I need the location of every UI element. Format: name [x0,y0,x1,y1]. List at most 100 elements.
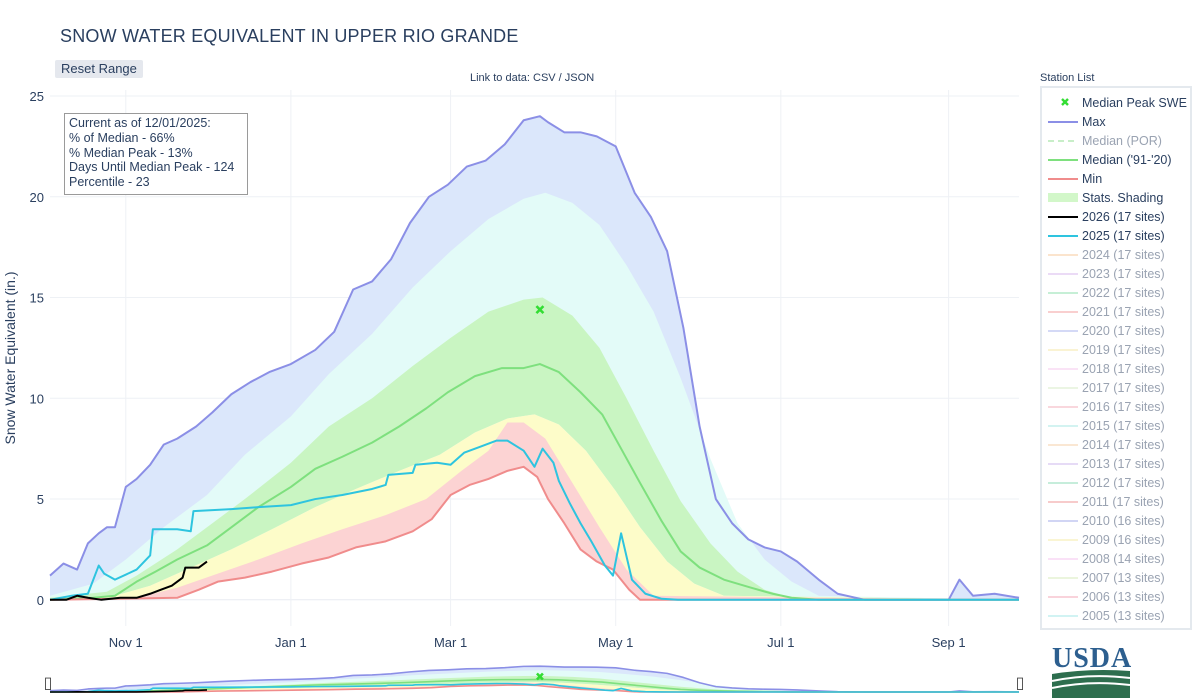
legend-label: 2012 (17 sites) [1082,476,1165,490]
legend-item[interactable]: 2011 (17 sites) [1042,493,1192,512]
legend-label: Min [1082,172,1103,186]
series-line-median[interactable] [49,678,1019,693]
data-links: Link to data: CSV / JSON [470,72,594,84]
legend: Median Peak SWE Max Median (POR) Median ('9… [1040,86,1192,630]
legend-item[interactable]: 2025 (17 sites) [1042,227,1192,246]
legend-label: 2022 (17 sites) [1082,286,1165,300]
legend-item[interactable]: 2017 (17 sites) [1042,379,1192,398]
legend-item[interactable]: 2024 (17 sites) [1042,246,1192,265]
usda-logo-text: USDA [1052,643,1132,674]
legend-swatch [1048,235,1078,237]
usda-logo: USDA [1051,643,1132,698]
legend-swatch [1048,349,1078,351]
json-link[interactable]: JSON [564,72,595,84]
x-tick-label: Jan 1 [275,635,307,650]
legend-swatch [1048,140,1078,142]
legend-label: 2015 (17 sites) [1082,419,1165,433]
legend-item[interactable]: 2020 (17 sites) [1042,322,1192,341]
range-navigator[interactable]: ▯ ▯ [44,662,1025,694]
legend-item[interactable]: 2014 (17 sites) [1042,436,1192,455]
legend-item[interactable]: 2008 (14 sites) [1042,550,1192,569]
legend-item[interactable]: 2009 (16 sites) [1042,531,1192,550]
legend-item[interactable]: Median (POR) [1042,132,1192,151]
legend-swatch [1048,368,1078,370]
legend-item[interactable]: 2018 (17 sites) [1042,360,1192,379]
legend-item[interactable]: 2022 (17 sites) [1042,284,1192,303]
shading-middle [50,297,1019,600]
series-line-2025[interactable] [49,439,1019,601]
legend-swatch [1048,159,1078,161]
legend-swatch [1048,444,1078,446]
current-conditions-box: Current as of 12/01/2025:% of Median - 6… [64,113,248,195]
legend-item[interactable]: 2005 (13 sites) [1042,607,1192,626]
legend-label: 2021 (17 sites) [1082,305,1165,319]
legend-swatch [1048,539,1078,541]
legend-item[interactable]: 2021 (17 sites) [1042,303,1192,322]
legend-label: 2023 (17 sites) [1082,267,1165,281]
series-line-max[interactable] [49,665,1020,693]
y-tick-label: 0 [37,593,44,608]
legend-label: 2018 (17 sites) [1082,362,1165,376]
series-line-2026[interactable] [50,689,208,693]
info-line: % of Median - 66% [69,130,175,145]
csv-link[interactable]: CSV [533,72,556,84]
legend-item[interactable]: 2012 (17 sites) [1042,474,1192,493]
navigator-left-handle[interactable]: ▯ [44,675,53,692]
legend-swatch [1048,406,1078,408]
legend-item[interactable]: Median ('91-'20) [1042,151,1192,170]
legend-label: 2017 (17 sites) [1082,381,1165,395]
median-peak-marker[interactable] [535,305,545,315]
legend-item[interactable]: 2013 (17 sites) [1042,455,1192,474]
station-list-label: Station List [1040,72,1095,84]
legend-item[interactable]: Min [1042,170,1192,189]
legend-label: Median (POR) [1082,134,1162,148]
legend-swatch [1048,178,1078,180]
series-line-median[interactable] [49,363,1019,601]
legend-swatch [1048,425,1078,427]
info-line: Days Until Median Peak - 124 [69,160,235,175]
legend-label: 2016 (17 sites) [1082,400,1165,414]
legend-item[interactable]: 2026 (17 sites) [1042,208,1192,227]
legend-item[interactable]: 2019 (17 sites) [1042,341,1192,360]
reset-range-button[interactable]: Reset Range [55,60,143,78]
legend-item[interactable]: Max [1042,113,1192,132]
legend-label: 2005 (13 sites) [1082,609,1165,623]
series-line-2026[interactable] [50,560,208,601]
legend-swatch [1048,193,1078,202]
data-links-separator: / [555,72,565,84]
legend-item[interactable]: Stats. Shading [1042,189,1192,208]
legend-swatch [1061,98,1069,106]
x-tick-label: May 1 [598,635,633,650]
legend-item[interactable]: 2023 (17 sites) [1042,265,1192,284]
legend-item[interactable]: Median Peak SWE [1042,94,1192,113]
y-tick-label: 10 [30,391,44,406]
legend-label: 2011 (17 sites) [1082,495,1164,509]
x-tick-label: Sep 1 [932,635,966,650]
legend-swatch [1048,482,1078,484]
legend-swatch [1048,577,1078,579]
series-line-2025[interactable] [49,682,1019,693]
navigator-peak-marker[interactable] [535,672,544,681]
series-line-max[interactable] [49,115,1020,601]
legend-item[interactable]: 2006 (13 sites) [1042,588,1192,607]
legend-item[interactable]: 2015 (17 sites) [1042,417,1192,436]
info-line: Percentile - 23 [69,175,150,190]
series-layer [49,115,1020,601]
legend-label: 2008 (14 sites) [1082,552,1165,566]
navigator-right-handle[interactable]: ▯ [1016,675,1025,692]
legend-swatch [1048,292,1078,294]
y-tick-label: 15 [30,291,44,306]
legend-label: 2010 (16 sites) [1082,514,1165,528]
legend-item[interactable]: 2007 (13 sites) [1042,569,1192,588]
data-links-prefix: Link to data: [470,72,533,84]
legend-swatch [1048,387,1078,389]
legend-swatch [1048,254,1078,256]
info-line: Current as of 12/01/2025: [69,116,211,130]
legend-swatch [1048,615,1078,617]
legend-item[interactable]: 2010 (16 sites) [1042,512,1192,531]
legend-item[interactable]: 2016 (17 sites) [1042,398,1192,417]
y-tick-label: 5 [37,492,44,507]
series-line-min[interactable] [49,465,1019,601]
legend-label: 2006 (13 sites) [1082,590,1165,604]
